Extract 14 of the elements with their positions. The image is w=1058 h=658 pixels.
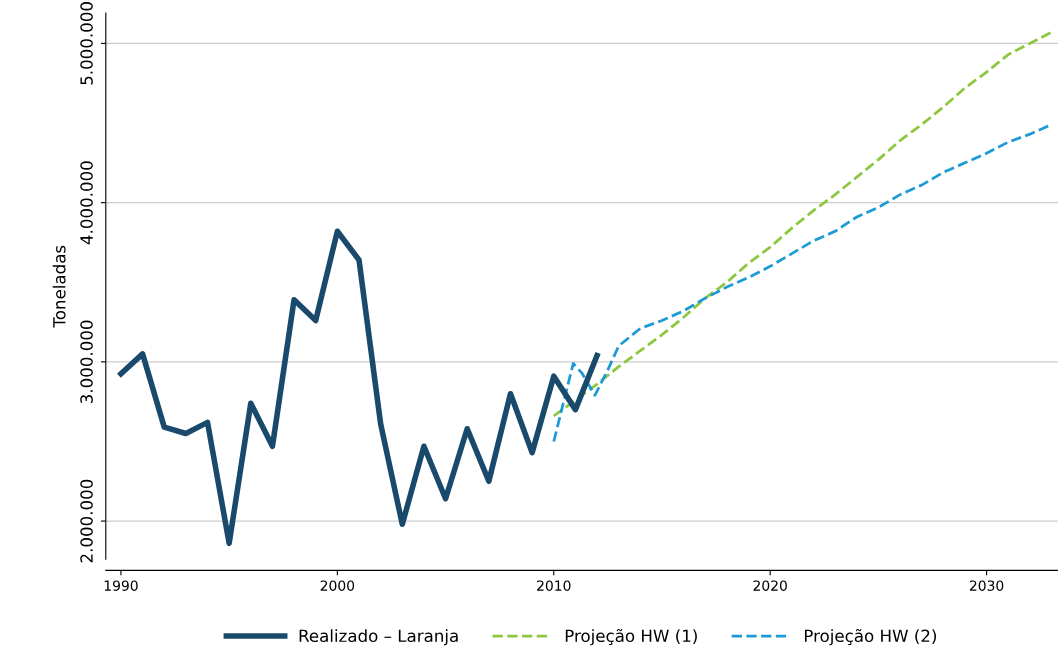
y-tick-label: 4.000.000 [80, 161, 93, 245]
y-axis-title: Toneladas [52, 245, 66, 328]
y-tick-label: 3.000.000 [80, 320, 93, 403]
legend-label: Realizado – Laranja [299, 629, 458, 646]
x-tick-label: 2030 [969, 580, 1004, 591]
y-tick-label: 2.000.000 [80, 479, 93, 563]
line-series [552, 30, 1053, 418]
x-tick-label: 1990 [104, 580, 138, 591]
x-tick-label: 2020 [753, 580, 787, 591]
x-tick-label: 2010 [537, 580, 571, 591]
legend-label: Projeção HW (1) [565, 628, 697, 646]
legend-label: Projeção HW (2) [804, 628, 937, 646]
x-tick-label: 2000 [320, 580, 355, 591]
y-tick-label: 5.000.000 [80, 2, 93, 85]
